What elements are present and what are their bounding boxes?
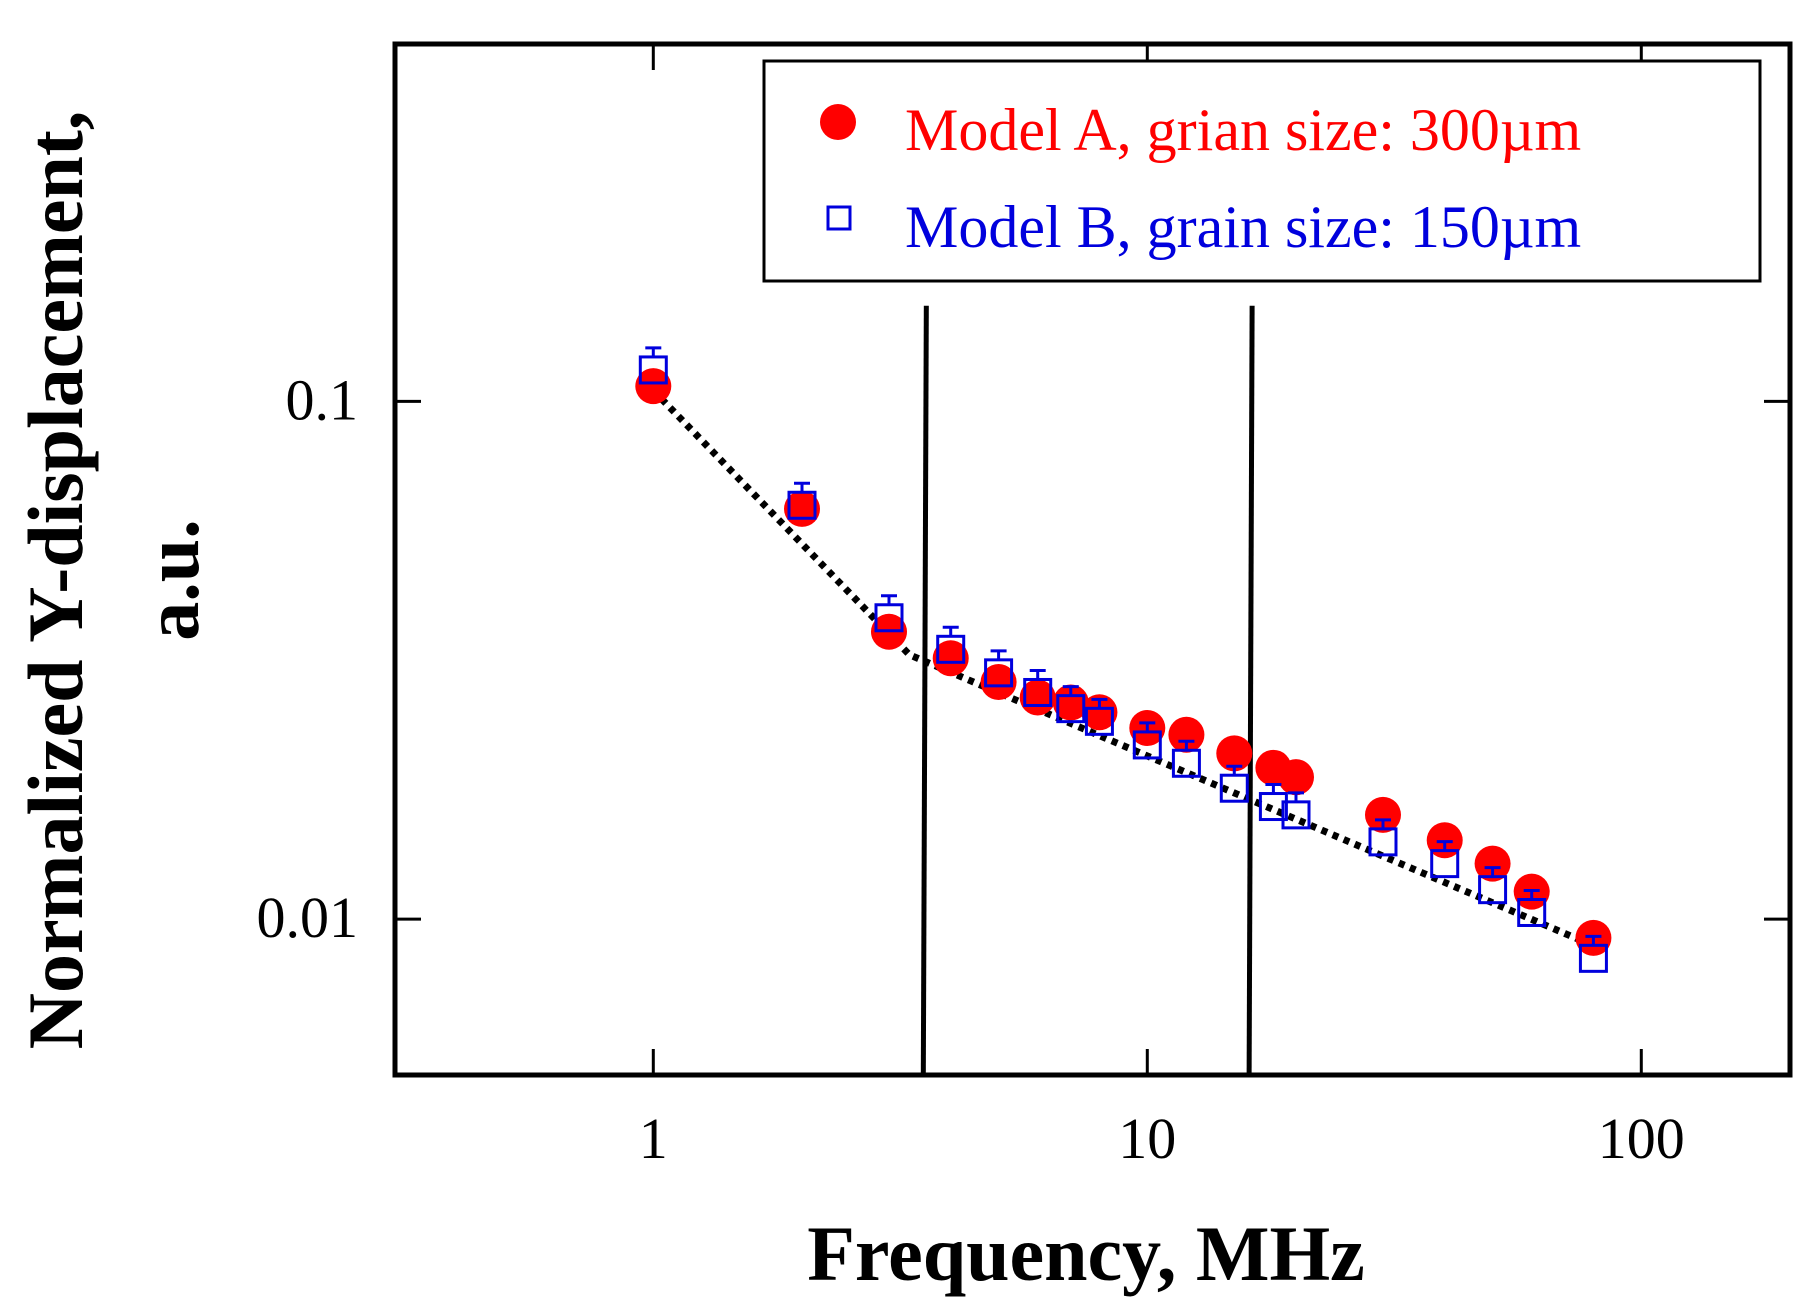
legend-marker-model-b bbox=[826, 205, 852, 231]
data-point-model-a bbox=[1474, 845, 1511, 882]
y-tick-label: 0.1 bbox=[286, 367, 359, 432]
data-point-model-a bbox=[980, 664, 1017, 701]
region-divider-lines bbox=[920, 305, 1255, 1076]
x-tick-label: 1 bbox=[639, 1106, 668, 1171]
x-axis-label: Frequency, MHz bbox=[807, 1210, 1364, 1297]
data-point-model-a bbox=[1081, 694, 1118, 731]
x-tick-label: 10 bbox=[1118, 1106, 1176, 1171]
data-point-model-a bbox=[1216, 735, 1253, 772]
legend-box bbox=[762, 59, 1762, 283]
data-point-model-a bbox=[1168, 716, 1205, 753]
series-model-a bbox=[635, 368, 1612, 956]
x-tick-label: 100 bbox=[1598, 1106, 1685, 1171]
legend: Model A, grian size: 300µm Model B, grai… bbox=[762, 59, 1762, 283]
y-axis-label-line2: a.u. bbox=[128, 519, 215, 640]
legend-label-model-b: Model B, grain size: 150µm bbox=[905, 194, 1581, 260]
y-tick-label: 0.01 bbox=[257, 885, 359, 950]
y-axis-label-line1: Normalized Y-displacement, bbox=[12, 111, 99, 1050]
plot-frame bbox=[392, 41, 1793, 1078]
legend-marker-model-a bbox=[820, 104, 856, 140]
vertical-divider-line bbox=[920, 305, 929, 1076]
series-model-b bbox=[638, 346, 1608, 973]
data-point-model-a bbox=[932, 640, 969, 677]
tick-labels: 1 10 100 0.1 0.01 bbox=[257, 367, 1685, 1171]
data-point-model-a bbox=[1052, 684, 1089, 721]
legend-label-model-a: Model A, grian size: 300µm bbox=[905, 97, 1581, 163]
data-point-model-a bbox=[1364, 796, 1401, 833]
data-point-model-a bbox=[635, 368, 672, 405]
vertical-divider-line bbox=[1246, 305, 1255, 1076]
data-point-model-a bbox=[1278, 759, 1315, 796]
